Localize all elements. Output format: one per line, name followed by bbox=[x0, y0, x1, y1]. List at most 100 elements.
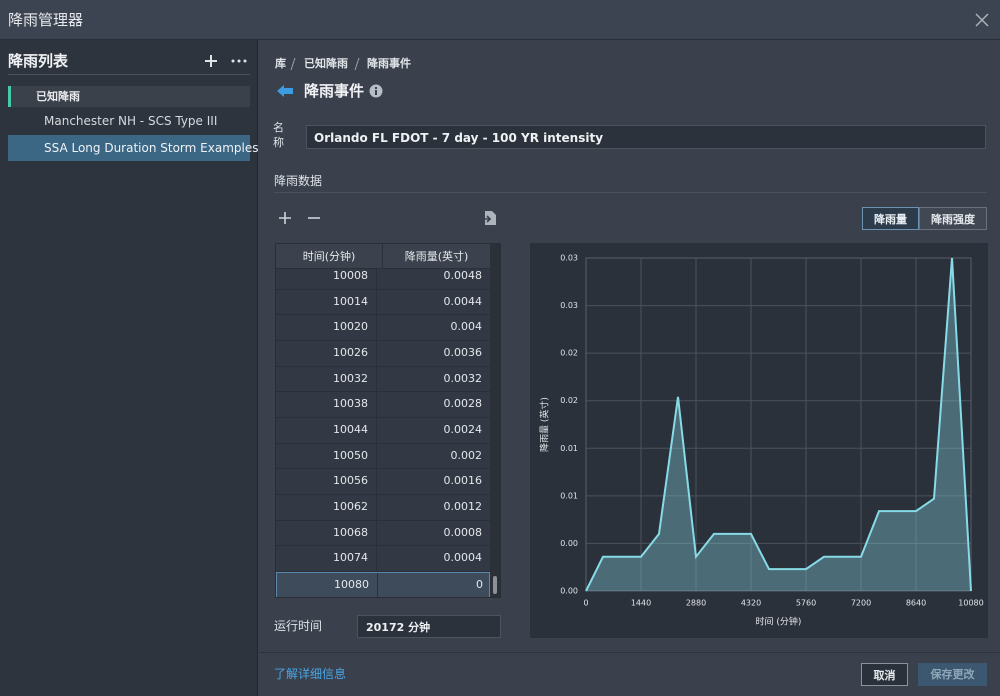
table-cell: 0.0028 bbox=[443, 397, 483, 411]
line bbox=[585, 257, 972, 592]
scrollbar-track bbox=[490, 244, 500, 597]
scrollbar-thumb[interactable] bbox=[493, 576, 497, 594]
info-icon[interactable] bbox=[369, 84, 383, 98]
x-tick-label: 5760 bbox=[796, 599, 816, 608]
table-cell: 10026 bbox=[276, 341, 377, 366]
x-tick-label: 10080 bbox=[958, 599, 983, 608]
table-cell: 10044 bbox=[276, 418, 377, 443]
breadcrumb-item[interactable]: 库 bbox=[275, 57, 286, 70]
y-tick-label: 0.01 bbox=[560, 491, 578, 500]
table-row[interactable]: 10026 0.0036 bbox=[276, 341, 490, 367]
table-cell: 10068 bbox=[276, 520, 377, 546]
table-cell: 0.0008 bbox=[443, 525, 483, 539]
table-cell: 0.004 bbox=[450, 320, 483, 334]
plot-border bbox=[585, 257, 972, 592]
table-cell: 10008 bbox=[276, 264, 377, 289]
table-header: 时间(分钟) 降雨量(英寸) bbox=[276, 244, 490, 269]
back-arrow[interactable] bbox=[276, 84, 294, 98]
x-tick-label: 2880 bbox=[686, 599, 706, 608]
table-cell: 10080 bbox=[277, 573, 378, 597]
table-cell: 0 bbox=[476, 578, 483, 592]
table-cell: 10062 bbox=[276, 495, 377, 520]
table-row[interactable]: 10020 0.004 bbox=[276, 315, 490, 341]
table-cell: 10038 bbox=[276, 392, 377, 417]
table-row[interactable]: 10068 0.0008 bbox=[276, 520, 490, 547]
title-bar bbox=[0, 0, 1000, 40]
toggle[interactable]: 降雨强度 bbox=[919, 207, 987, 230]
table-cell: 10020 bbox=[276, 315, 377, 340]
page-title: 降雨事件 bbox=[304, 82, 365, 100]
table-cell: 0.002 bbox=[450, 448, 483, 462]
x-tick-label: 0 bbox=[583, 599, 588, 608]
table-cell: 0.0004 bbox=[443, 551, 483, 565]
add-icon[interactable] bbox=[204, 54, 218, 68]
window-title: 降雨管理器 bbox=[8, 11, 84, 29]
x-axis-label: 时间 (分钟) bbox=[756, 616, 802, 628]
table-cell: 0.0048 bbox=[443, 269, 483, 282]
y-axis-label: 降雨量 (英寸) bbox=[539, 397, 551, 452]
runtime-input[interactable]: 20172 分钟 bbox=[357, 615, 501, 638]
y-tick-label: 0.00 bbox=[560, 539, 578, 548]
column-header[interactable]: 降雨量(英寸) bbox=[404, 250, 469, 263]
name-input[interactable]: Orlando FL FDOT - 7 day - 100 YR intensi… bbox=[306, 125, 986, 149]
table-cell: 10050 bbox=[276, 443, 377, 469]
breadcrumb-separator bbox=[290, 57, 296, 71]
table-cell: 0.0036 bbox=[443, 346, 483, 359]
breadcrumb-separator bbox=[354, 57, 360, 71]
table-cell: 10056 bbox=[276, 469, 377, 495]
table-cell: 0.0044 bbox=[443, 294, 483, 308]
y-tick-label: 0.03 bbox=[560, 254, 578, 263]
table-row[interactable]: 10074 0.0004 bbox=[276, 546, 490, 573]
area-fill bbox=[586, 258, 971, 591]
x-tick-label: 7200 bbox=[851, 599, 871, 608]
column-header[interactable]: 时间(分钟) bbox=[276, 244, 383, 269]
close-icon[interactable] bbox=[974, 12, 990, 28]
table-row[interactable]: 10056 0.0016 bbox=[276, 469, 490, 496]
table-cell: 10014 bbox=[276, 289, 377, 315]
table-row[interactable]: 10032 0.0032 bbox=[276, 366, 490, 393]
remove-row-icon[interactable] bbox=[307, 211, 321, 225]
section-title: 降雨数据 bbox=[274, 174, 323, 188]
table-cell: 0.0016 bbox=[443, 474, 483, 488]
table-cell: 10032 bbox=[276, 366, 377, 392]
sidebar-underline bbox=[8, 74, 250, 75]
tree-item-selected[interactable]: SSA Long Duration Storm Examples bbox=[8, 135, 258, 161]
toggle-active[interactable]: 降雨量 bbox=[862, 207, 919, 230]
table-row[interactable]: 10062 0.0012 bbox=[276, 495, 490, 521]
breadcrumb-item: 降雨事件 bbox=[367, 57, 411, 70]
x-tick-label: 1440 bbox=[631, 599, 651, 608]
footer-divider bbox=[259, 652, 1000, 653]
table-row[interactable]: 10044 0.0024 bbox=[276, 418, 490, 444]
sidebar-title: 降雨列表 bbox=[8, 52, 69, 70]
table-cell: 0.0032 bbox=[443, 371, 483, 385]
save-button[interactable]: 保存更改 bbox=[918, 663, 987, 686]
y-tick-label: 0.03 bbox=[560, 301, 578, 310]
table-cell: 0.0024 bbox=[443, 423, 483, 437]
runtime-label: 运行时间 bbox=[274, 619, 323, 633]
more-icon[interactable] bbox=[230, 58, 248, 64]
table-row-selected[interactable]: 10080 0 bbox=[276, 572, 490, 597]
tree-item[interactable]: Manchester NH - SCS Type III bbox=[44, 114, 218, 128]
table-cell: 10074 bbox=[276, 546, 377, 572]
name-label: 名称 bbox=[273, 121, 284, 149]
table-cell: 0.0012 bbox=[443, 500, 483, 514]
y-tick-label: 0.00 bbox=[560, 587, 578, 596]
table-row[interactable]: 10050 0.002 bbox=[276, 443, 490, 470]
table-row[interactable]: 10014 0.0044 bbox=[276, 289, 490, 316]
y-tick-label: 0.02 bbox=[560, 396, 578, 405]
cancel-button[interactable]: 取消 bbox=[861, 663, 908, 686]
table-row[interactable]: 10008 0.0048 bbox=[276, 264, 490, 290]
x-tick-label: 8640 bbox=[906, 599, 926, 608]
data-table: 10008 0.0048 10014 0.0044 10020 0.004 10026 0.0… bbox=[275, 243, 501, 598]
learn-more-link[interactable]: 了解详细信息 bbox=[274, 667, 347, 681]
tree-group[interactable]: 已知降雨 bbox=[8, 86, 250, 107]
table-row[interactable]: 10038 0.0028 bbox=[276, 392, 490, 418]
import-icon[interactable] bbox=[481, 210, 497, 226]
section-underline bbox=[274, 192, 987, 193]
x-tick-label: 4320 bbox=[741, 599, 761, 608]
y-tick-label: 0.01 bbox=[560, 444, 578, 453]
y-tick-label: 0.02 bbox=[560, 349, 578, 358]
breadcrumb-item[interactable]: 已知降雨 bbox=[304, 57, 348, 70]
add-row-icon[interactable] bbox=[278, 211, 292, 225]
